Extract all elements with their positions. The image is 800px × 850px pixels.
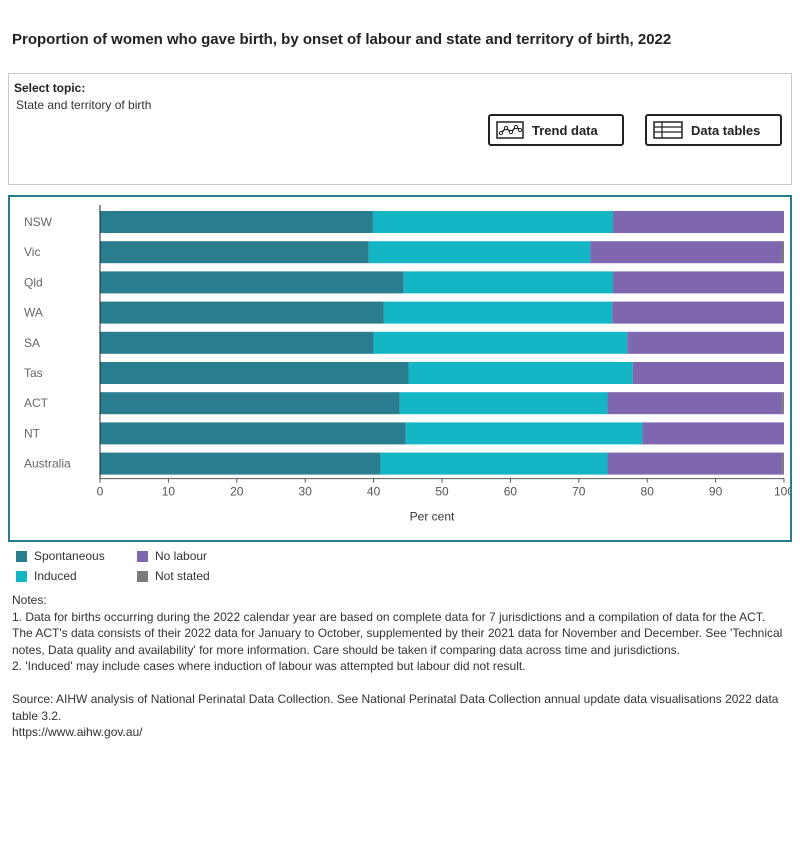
bar-segment-induced-sa[interactable]	[373, 331, 628, 354]
topic-panel: Select topic: State and territory of bir…	[8, 73, 792, 185]
bar-segment-induced-qld[interactable]	[403, 271, 613, 294]
legend-item-spontaneous[interactable]: Spontaneous	[16, 549, 105, 563]
bar-segment-spontaneous-wa[interactable]	[100, 301, 384, 324]
trend-data-label: Trend data	[532, 122, 598, 138]
data-tables-button[interactable]: Data tables	[645, 114, 782, 146]
category-label-qld: Qld	[24, 275, 43, 289]
bar-segment-spontaneous-nt[interactable]	[100, 422, 406, 445]
topic-selector[interactable]: State and territory of birth	[16, 98, 152, 112]
x-tick-label-50: 50	[435, 485, 449, 499]
x-tick-label-80: 80	[641, 485, 655, 499]
trend-line-icon	[496, 121, 524, 139]
bar-segment-induced-australia[interactable]	[380, 452, 608, 475]
bar-segment-not-stated-australia[interactable]	[782, 452, 784, 475]
bar-segment-spontaneous-nsw[interactable]	[100, 211, 373, 233]
x-tick-label-60: 60	[504, 485, 518, 499]
bar-segment-induced-vic[interactable]	[368, 241, 591, 264]
bar-segment-no-labour-tas[interactable]	[632, 362, 784, 384]
bar-segment-spontaneous-qld[interactable]	[100, 271, 404, 294]
legend-label-induced: Induced	[34, 569, 77, 583]
category-label-wa: WA	[24, 306, 43, 320]
category-label-vic: Vic	[24, 245, 40, 259]
category-label-sa: SA	[24, 336, 40, 350]
legend-label-spontaneous: Spontaneous	[34, 549, 105, 563]
source-url[interactable]: https://www.aihw.gov.au/	[12, 725, 143, 740]
x-tick-label-10: 10	[162, 485, 176, 499]
x-tick-label-90: 90	[709, 485, 723, 499]
bar-segment-no-labour-nt[interactable]	[642, 422, 784, 445]
bar-segment-spontaneous-sa[interactable]	[100, 331, 374, 354]
chart-container: NSW Vic Qld WA SA Tas ACT NT Australia 0 10 20 30 40 5…	[8, 195, 792, 542]
x-tick-label-100: 100	[774, 485, 790, 499]
x-tick-label-30: 30	[299, 485, 313, 499]
table-icon	[653, 121, 683, 139]
bar-segment-induced-tas[interactable]	[408, 362, 633, 384]
legend-item-not-stated[interactable]: Not stated	[137, 569, 210, 583]
category-label-act: ACT	[24, 396, 49, 410]
notes-section: Notes: 1. Data for births occurring duri…	[12, 592, 788, 741]
bar-segment-no-labour-vic[interactable]	[590, 241, 782, 264]
bar-segment-not-stated-vic[interactable]	[781, 241, 784, 264]
bar-segment-induced-act[interactable]	[399, 392, 608, 415]
category-label-nt: NT	[24, 426, 41, 440]
legend-swatch-not-stated	[137, 570, 148, 582]
note-1: 1. Data for births occurring during the …	[12, 609, 783, 657]
bar-segment-no-labour-act[interactable]	[607, 392, 783, 415]
bar-segment-no-labour-sa[interactable]	[627, 331, 784, 354]
legend: Spontaneous No labour Induced Not stated	[16, 549, 276, 589]
category-label-australia: Australia	[24, 457, 71, 471]
x-tick-label-40: 40	[367, 485, 381, 499]
trend-data-button[interactable]: Trend data	[488, 114, 624, 146]
x-tick-label-20: 20	[230, 485, 244, 499]
x-tick-label-0: 0	[97, 485, 104, 499]
data-tables-label: Data tables	[691, 122, 761, 138]
x-tick-label-70: 70	[572, 485, 586, 499]
bar-segment-induced-wa[interactable]	[383, 301, 613, 324]
bar-segment-no-labour-nsw[interactable]	[613, 211, 784, 233]
stacked-bar-chart: NSW Vic Qld WA SA Tas ACT NT Australia 0 10 20 30 40 5…	[24, 205, 790, 524]
bar-segment-spontaneous-act[interactable]	[100, 392, 400, 415]
legend-swatch-no-labour	[137, 550, 148, 562]
category-label-tas: Tas	[24, 366, 43, 380]
bar-segment-spontaneous-australia[interactable]	[100, 452, 381, 475]
bar-segment-not-stated-act[interactable]	[782, 392, 784, 415]
note-2: 2. 'Induced' may include cases where ind…	[12, 659, 526, 674]
bar-segment-induced-nt[interactable]	[405, 422, 643, 445]
bar-segment-no-labour-wa[interactable]	[612, 301, 784, 324]
bar-segment-induced-nsw[interactable]	[372, 211, 613, 233]
legend-item-induced[interactable]: Induced	[16, 569, 77, 583]
bar-segment-spontaneous-tas[interactable]	[100, 362, 409, 384]
bar-segment-no-labour-australia[interactable]	[607, 452, 783, 475]
legend-label-no-labour: No labour	[155, 549, 208, 563]
legend-item-no-labour[interactable]: No labour	[137, 549, 207, 563]
category-label-nsw: NSW	[24, 215, 53, 229]
topic-label: Select topic:	[14, 81, 86, 95]
page-title: Proportion of women who gave birth, by o…	[12, 31, 672, 48]
legend-swatch-induced	[16, 570, 27, 582]
legend-swatch-spontaneous	[16, 550, 27, 562]
source-text: Source: AIHW analysis of National Perina…	[12, 691, 779, 723]
notes-heading: Notes:	[12, 593, 47, 607]
bar-segment-no-labour-qld[interactable]	[613, 271, 784, 294]
bar-segment-spontaneous-vic[interactable]	[100, 241, 369, 264]
x-axis-title: Per cent	[410, 510, 455, 524]
legend-label-not-stated: Not stated	[155, 569, 210, 583]
